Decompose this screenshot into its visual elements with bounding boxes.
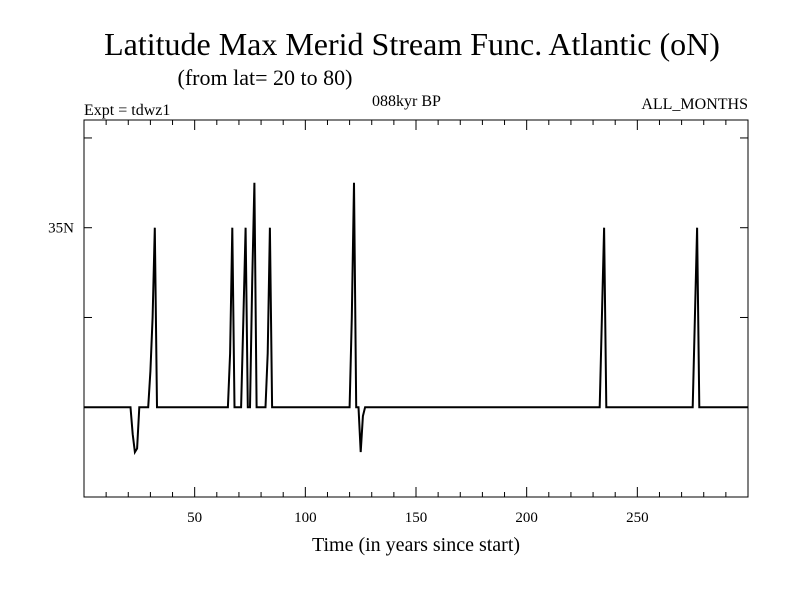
expt-label: Expt = tdwz1 — [84, 102, 170, 119]
chart-title: Latitude Max Merid Stream Func. Atlantic… — [104, 26, 720, 62]
months-label: ALL_MONTHS — [641, 96, 748, 113]
x-tick-label: 50 — [187, 510, 202, 526]
x-tick-label: 100 — [294, 510, 317, 526]
axis-ticks — [84, 120, 748, 497]
x-tick-label: 250 — [626, 510, 649, 526]
period-label: 088kyr BP — [372, 93, 441, 110]
chart-subtitle: (from lat= 20 to 80) — [178, 65, 353, 90]
x-tick-label: 200 — [515, 510, 538, 526]
plot-frame — [83, 119, 749, 498]
series-line — [84, 182, 748, 456]
x-axis-label: Time (in years since start) — [312, 534, 520, 556]
x-tick-label: 150 — [405, 510, 428, 526]
axis-tick-labels: 50 100 150 200 250 35N — [48, 221, 648, 526]
y-tick-label: 35N — [48, 221, 74, 237]
